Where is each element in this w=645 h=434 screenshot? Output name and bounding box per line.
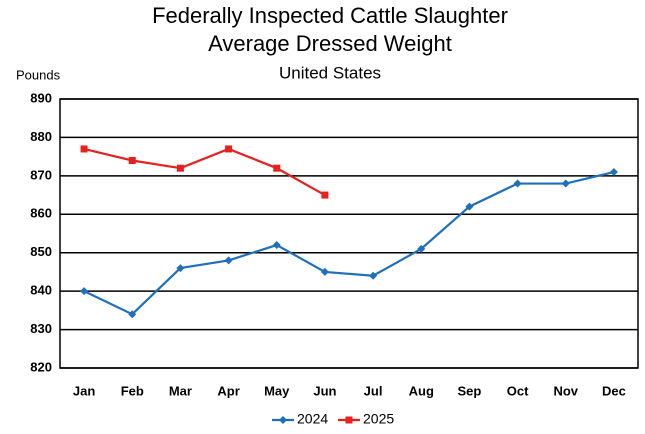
x-tick-label: Jan (73, 383, 95, 398)
x-tick-label: Mar (169, 383, 192, 398)
legend-label: 2025 (363, 411, 394, 427)
marker (273, 164, 281, 172)
legend-marker (279, 416, 287, 424)
series-line (83, 147, 326, 197)
marker (176, 164, 184, 172)
y-tick-label: 830 (30, 321, 52, 336)
marker (513, 179, 522, 188)
marker (176, 264, 185, 273)
marker (561, 179, 570, 188)
y-tick-label: 820 (30, 359, 52, 374)
marker (609, 168, 618, 177)
x-tick-label: Aug (409, 383, 434, 398)
series-line (83, 170, 615, 316)
marker (417, 244, 426, 253)
marker (225, 145, 233, 153)
x-tick-label: Nov (553, 383, 578, 398)
x-tick-label: Apr (217, 383, 239, 398)
y-tick-label: 860 (30, 206, 52, 221)
chart-title: Federally Inspected Cattle Slaughter (152, 3, 508, 28)
marker (128, 156, 136, 164)
y-tick-label: 840 (30, 283, 52, 298)
x-tick-label: Jun (313, 383, 336, 398)
marker (272, 241, 281, 250)
x-tick-label: Oct (507, 383, 529, 398)
legend-label: 2024 (297, 411, 328, 427)
marker (320, 267, 329, 276)
legend-marker (345, 416, 353, 424)
x-tick-label: Dec (602, 383, 626, 398)
plot-border (59, 98, 639, 369)
x-tick-label: Feb (121, 383, 144, 398)
y-axis-label: Pounds (16, 67, 61, 82)
y-tick-label: 880 (30, 129, 52, 144)
y-tick-label: 850 (30, 244, 52, 259)
marker (321, 191, 329, 199)
marker (128, 310, 137, 319)
y-tick-label: 870 (30, 167, 52, 182)
chart-title: Average Dressed Weight (208, 31, 452, 56)
marker (224, 256, 233, 265)
x-tick-label: Jul (364, 383, 383, 398)
marker (80, 145, 88, 153)
marker (465, 202, 474, 211)
x-tick-label: May (264, 383, 290, 398)
y-tick-label: 890 (30, 90, 52, 105)
marker (80, 287, 89, 296)
x-tick-label: Sep (457, 383, 481, 398)
chart-subtitle: United States (279, 63, 381, 82)
marker (369, 271, 378, 280)
